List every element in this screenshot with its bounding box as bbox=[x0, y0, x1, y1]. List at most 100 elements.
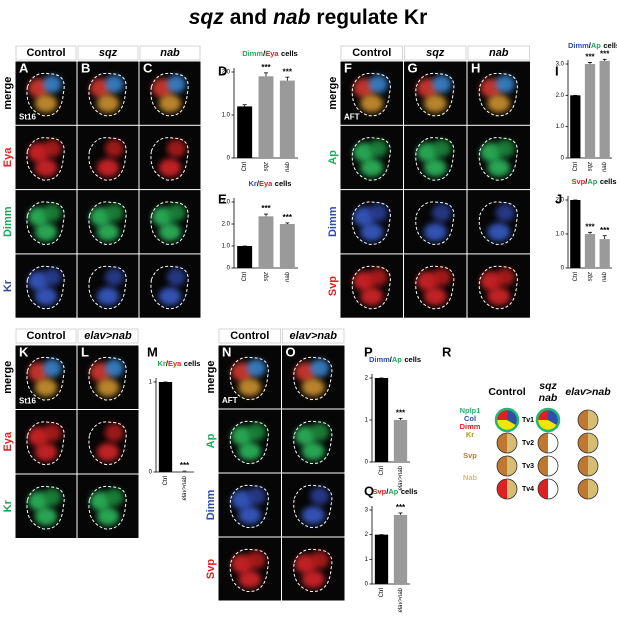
cell-signal bbox=[96, 158, 120, 177]
neuron-half bbox=[538, 433, 548, 453]
figure-title: sqz and nab regulate Kr bbox=[189, 6, 428, 29]
panel-letter: L bbox=[81, 344, 89, 359]
panel-letter: P bbox=[364, 344, 373, 359]
cell-signal bbox=[158, 94, 182, 113]
chart-title-part: cells bbox=[603, 41, 617, 50]
chart-title: Svp/Ap cells bbox=[372, 487, 417, 496]
legend-entry: Svp bbox=[463, 451, 477, 460]
neuron-outline bbox=[577, 409, 599, 431]
bar bbox=[584, 234, 596, 268]
row-label: merge bbox=[2, 77, 14, 110]
row-label: merge bbox=[2, 361, 14, 394]
cell-signal bbox=[104, 423, 124, 442]
cell-outline bbox=[26, 356, 65, 401]
cell-signal bbox=[310, 551, 330, 569]
cell-signal bbox=[42, 139, 62, 158]
legend-entry: Kr bbox=[466, 430, 474, 439]
chart-title-part: / bbox=[263, 49, 266, 58]
column-header-box bbox=[77, 45, 139, 61]
chart-title-part: Eya bbox=[259, 179, 273, 188]
neuron-half bbox=[497, 456, 507, 476]
bar bbox=[393, 514, 408, 584]
cell-signal bbox=[96, 223, 120, 242]
x-tick-label: Ctrl bbox=[573, 272, 579, 281]
schematic-column-header: Control bbox=[488, 386, 525, 398]
cell-outline bbox=[150, 265, 189, 310]
y-tick-label: 0 bbox=[561, 156, 565, 162]
micrograph bbox=[282, 345, 345, 409]
column-header-box bbox=[139, 45, 201, 61]
cell-signal bbox=[310, 359, 330, 378]
cell-signal bbox=[96, 443, 120, 462]
bar bbox=[584, 64, 596, 158]
chart-title-part: cells bbox=[600, 177, 617, 186]
micrograph bbox=[340, 61, 403, 125]
cell-signal bbox=[368, 75, 388, 94]
cell-outline bbox=[351, 265, 391, 310]
cell-signal bbox=[96, 287, 120, 306]
significance-label: *** bbox=[600, 226, 610, 235]
significance-label: *** bbox=[261, 204, 271, 213]
legend-entry: Nplp1 bbox=[460, 406, 481, 415]
chart-title-part: Kr bbox=[158, 359, 166, 368]
cell-signal bbox=[301, 570, 325, 589]
column-header-box bbox=[15, 328, 77, 344]
cell-outline bbox=[478, 72, 518, 117]
x-tick-label: Ctrl bbox=[242, 162, 248, 171]
cell-outline bbox=[88, 485, 127, 530]
micrograph bbox=[218, 473, 281, 537]
cell-signal bbox=[310, 423, 330, 442]
cell-signal bbox=[423, 287, 447, 306]
neuron-outline bbox=[496, 455, 518, 477]
y-tick-label: 2 bbox=[365, 376, 369, 382]
cell-signal bbox=[238, 506, 262, 525]
chart-title-part: Ap bbox=[392, 355, 402, 364]
column-header-box bbox=[15, 45, 77, 61]
cell-signal bbox=[34, 507, 58, 526]
chart-title-part: cells bbox=[404, 355, 421, 364]
significance-label: *** bbox=[396, 408, 406, 417]
y-tick-label: 2.0 bbox=[556, 93, 565, 99]
y-tick-label: 0 bbox=[561, 266, 565, 272]
column-header: sqz bbox=[426, 47, 445, 59]
significance-label: *** bbox=[600, 49, 610, 58]
row-label: Dimm bbox=[327, 206, 339, 237]
row-label: Svp bbox=[327, 276, 339, 296]
micrograph bbox=[467, 190, 530, 254]
cell-signal bbox=[42, 203, 62, 222]
x-tick-label: Ctrl bbox=[242, 272, 248, 281]
y-tick-label: 0 bbox=[227, 266, 231, 272]
y-tick-label: 1 bbox=[365, 557, 369, 563]
bar bbox=[599, 60, 610, 158]
legend-entry: Nab bbox=[463, 473, 478, 482]
column-header: elav>nab bbox=[290, 330, 338, 342]
chart-title: Kr/Eya cells bbox=[249, 179, 292, 188]
significance-label: *** bbox=[283, 213, 293, 222]
x-tick-label: Ctrl bbox=[379, 466, 385, 475]
schematic-column-header: sqz bbox=[539, 380, 557, 392]
chart-title-part: Kr bbox=[249, 179, 257, 188]
micrograph bbox=[77, 254, 139, 318]
y-tick-label: 1.0 bbox=[556, 124, 565, 130]
bar bbox=[374, 378, 389, 462]
cell-signal bbox=[495, 139, 515, 158]
y-tick-label: 0 bbox=[227, 156, 231, 162]
micrograph bbox=[340, 125, 403, 190]
micrograph-bg bbox=[467, 190, 530, 254]
cell-signal bbox=[34, 94, 58, 113]
micrograph bbox=[77, 410, 139, 474]
chart-title-part: Dimm bbox=[369, 355, 390, 364]
y-tick-label: 2.0 bbox=[222, 70, 231, 76]
cell-outline bbox=[150, 137, 189, 181]
neuron-outline bbox=[537, 455, 559, 477]
title-part: nab bbox=[273, 6, 311, 29]
row-label: Dimm bbox=[205, 490, 217, 521]
neuron-label: Tv4 bbox=[522, 486, 534, 493]
cell-signal bbox=[34, 223, 58, 242]
significance-label: *** bbox=[283, 67, 293, 76]
title-part: and bbox=[230, 6, 267, 29]
y-tick-label: 1.0 bbox=[556, 232, 565, 238]
neuron-half bbox=[588, 433, 598, 453]
cell-signal bbox=[238, 570, 262, 589]
chart-title-part: cells bbox=[184, 359, 201, 368]
